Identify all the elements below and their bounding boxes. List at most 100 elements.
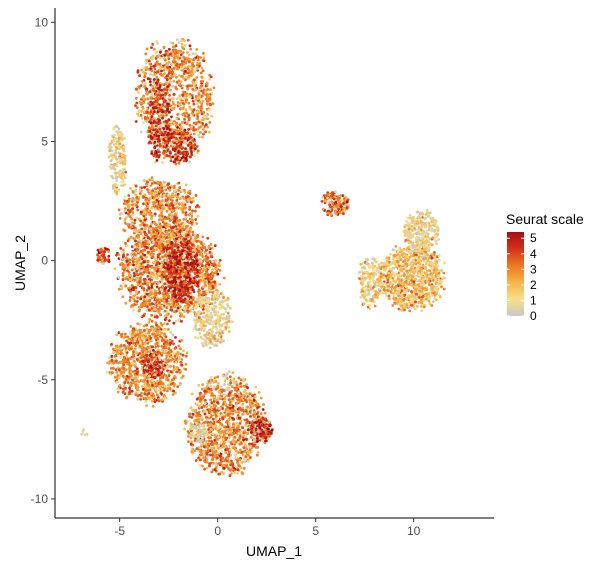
- cell-point: [164, 259, 168, 262]
- cell-point: [172, 298, 176, 302]
- cell-point: [171, 204, 175, 208]
- cell-point: [181, 113, 185, 117]
- cell-point: [184, 75, 188, 79]
- cell-point: [144, 332, 147, 335]
- cell-point: [110, 140, 114, 144]
- cell-point: [142, 277, 146, 281]
- cell-point: [210, 341, 214, 345]
- cell-point: [188, 155, 192, 159]
- cell-point: [118, 169, 122, 173]
- cell-point: [222, 322, 225, 326]
- cell-point: [123, 136, 126, 140]
- cell-point: [136, 283, 140, 286]
- cell-point: [195, 253, 199, 256]
- cell-point: [158, 204, 162, 208]
- cell-point: [185, 122, 189, 126]
- cell-point: [155, 231, 159, 235]
- cell-point: [135, 260, 139, 263]
- cell-point: [118, 134, 122, 137]
- cell-point: [168, 47, 171, 51]
- cell-point: [211, 268, 215, 271]
- cell-point: [114, 173, 118, 177]
- cell-point: [218, 329, 222, 333]
- cell-point: [165, 88, 169, 92]
- cell-point: [202, 90, 205, 93]
- cell-point: [189, 200, 193, 204]
- cell-point: [109, 159, 113, 163]
- cell-point: [113, 162, 117, 166]
- cell-point: [115, 179, 119, 183]
- cell-point: [183, 118, 187, 121]
- cell-point: [184, 156, 188, 160]
- cell-point: [198, 295, 202, 299]
- cell-point: [176, 49, 180, 53]
- cell-point: [153, 260, 157, 264]
- cell-point: [157, 117, 160, 121]
- cell-point: [189, 287, 192, 291]
- cell-point: [156, 70, 160, 74]
- cell-point: [165, 81, 169, 85]
- cell-point: [123, 162, 127, 165]
- cell-point: [123, 229, 127, 233]
- cell-point: [181, 227, 184, 231]
- cell-point: [141, 79, 144, 83]
- cell-point: [184, 159, 188, 163]
- cell-point: [149, 96, 153, 99]
- cell-point: [205, 102, 209, 106]
- cell-point: [171, 293, 175, 297]
- cell-point: [177, 291, 180, 295]
- cell-point: [157, 272, 161, 275]
- cell-point: [115, 175, 119, 179]
- cell-point: [171, 42, 175, 45]
- cell-point: [185, 276, 189, 280]
- cell-point: [157, 238, 161, 242]
- cell-point: [109, 164, 113, 168]
- cell-point: [201, 344, 205, 348]
- cell-point: [169, 225, 173, 229]
- cell-point: [111, 176, 115, 180]
- cell-point: [189, 47, 193, 51]
- cell-point: [158, 257, 162, 261]
- cell-point: [186, 51, 189, 54]
- cell-point: [194, 95, 198, 99]
- cell-point: [195, 110, 199, 114]
- cell-point: [120, 154, 124, 158]
- cell-point: [123, 183, 127, 187]
- cell-point: [184, 108, 188, 112]
- cell-point: [153, 67, 157, 71]
- cell-point: [228, 306, 232, 310]
- cell-point: [172, 79, 176, 83]
- cell-point: [194, 324, 198, 328]
- cell-point: [201, 296, 205, 300]
- cell-point: [199, 253, 203, 256]
- cell-point: [188, 160, 191, 164]
- cell-point: [210, 114, 214, 118]
- cell-point: [133, 274, 136, 278]
- cell-point: [174, 361, 178, 364]
- cell-point: [155, 55, 159, 59]
- cell-point: [123, 332, 127, 336]
- cell-point: [142, 270, 146, 274]
- cell-point: [178, 250, 182, 253]
- cell-point: [192, 64, 196, 68]
- cell-point: [112, 351, 116, 354]
- cell-point: [206, 125, 210, 129]
- cell-point: [224, 326, 228, 330]
- cell-point: [145, 87, 149, 91]
- cell-point: [157, 95, 161, 99]
- cell-point: [206, 273, 210, 277]
- cell-point: [123, 195, 127, 199]
- cell-point: [164, 223, 168, 227]
- cell-point: [165, 203, 168, 207]
- cell-point: [192, 121, 196, 125]
- cell-point: [117, 331, 121, 334]
- cell-point: [168, 278, 172, 281]
- cell-point: [207, 263, 211, 267]
- cell-point: [163, 156, 166, 160]
- cell-point: [171, 199, 174, 203]
- cell-point: [197, 246, 201, 250]
- cell-point: [173, 248, 177, 252]
- cell-point: [198, 332, 202, 335]
- cell-point: [117, 257, 121, 260]
- cell-point: [135, 204, 138, 207]
